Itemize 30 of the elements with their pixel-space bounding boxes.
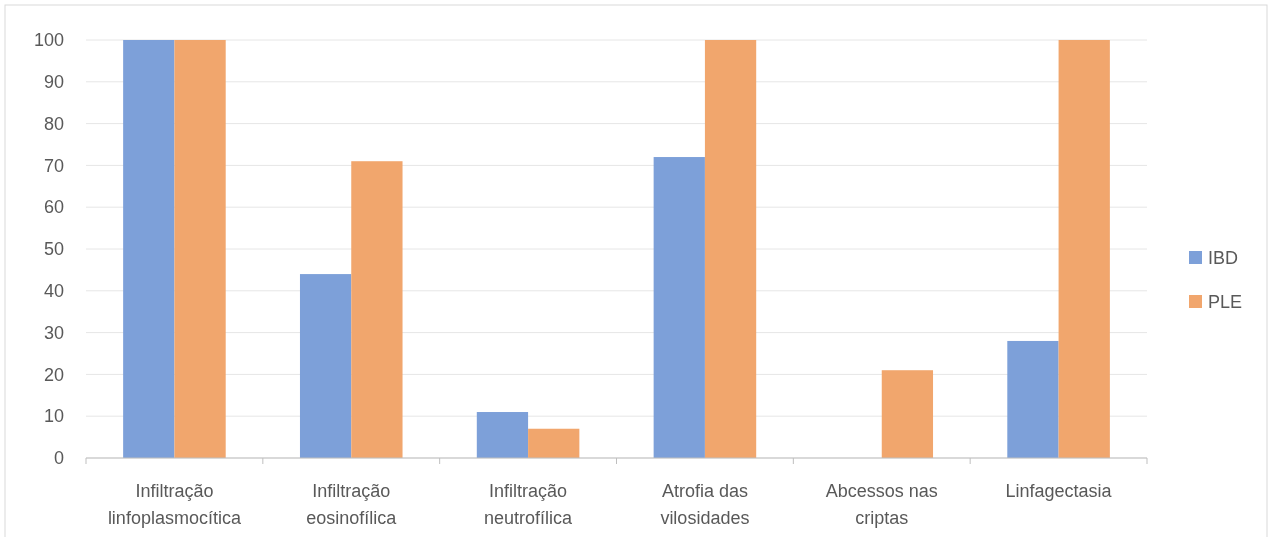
- x-tick-label: Linfagectasia: [1005, 481, 1113, 501]
- y-tick-label: 40: [43, 281, 64, 302]
- bar: [1058, 40, 1110, 458]
- bar: [704, 40, 757, 458]
- x-tick-label: Abcessos nas criptas: [825, 481, 938, 528]
- y-tick-label: 60: [43, 197, 64, 218]
- bar: [123, 40, 175, 458]
- y-tick-label: 80: [43, 113, 64, 134]
- y-tick-label: 0: [53, 448, 64, 469]
- x-tick-label: Infiltração neutrofílica: [484, 481, 574, 528]
- y-tick-label: 20: [43, 364, 64, 385]
- bar: [299, 274, 352, 458]
- bar: [653, 157, 705, 458]
- y-tick-label: 90: [43, 72, 64, 93]
- x-tick-label: Infiltração linfoplasmocítica: [107, 481, 242, 528]
- bar: [1007, 340, 1059, 458]
- y-tick-label: 10: [43, 406, 64, 427]
- y-tick-label: 100: [33, 30, 64, 51]
- bar: [174, 40, 226, 458]
- legend-label: PLE: [1208, 292, 1243, 312]
- y-tick-label: 50: [43, 239, 64, 260]
- y-tick-label: 30: [43, 322, 64, 343]
- bar: [351, 161, 403, 458]
- x-tick-label: Infiltração eosinofílica: [306, 481, 398, 528]
- bar: [528, 428, 580, 458]
- bar: [881, 370, 934, 458]
- y-tick-label: 70: [43, 155, 64, 176]
- x-tick-label: Atrofia das vilosidades: [660, 481, 750, 528]
- legend-label: IBD: [1208, 248, 1239, 268]
- bar: [476, 412, 529, 458]
